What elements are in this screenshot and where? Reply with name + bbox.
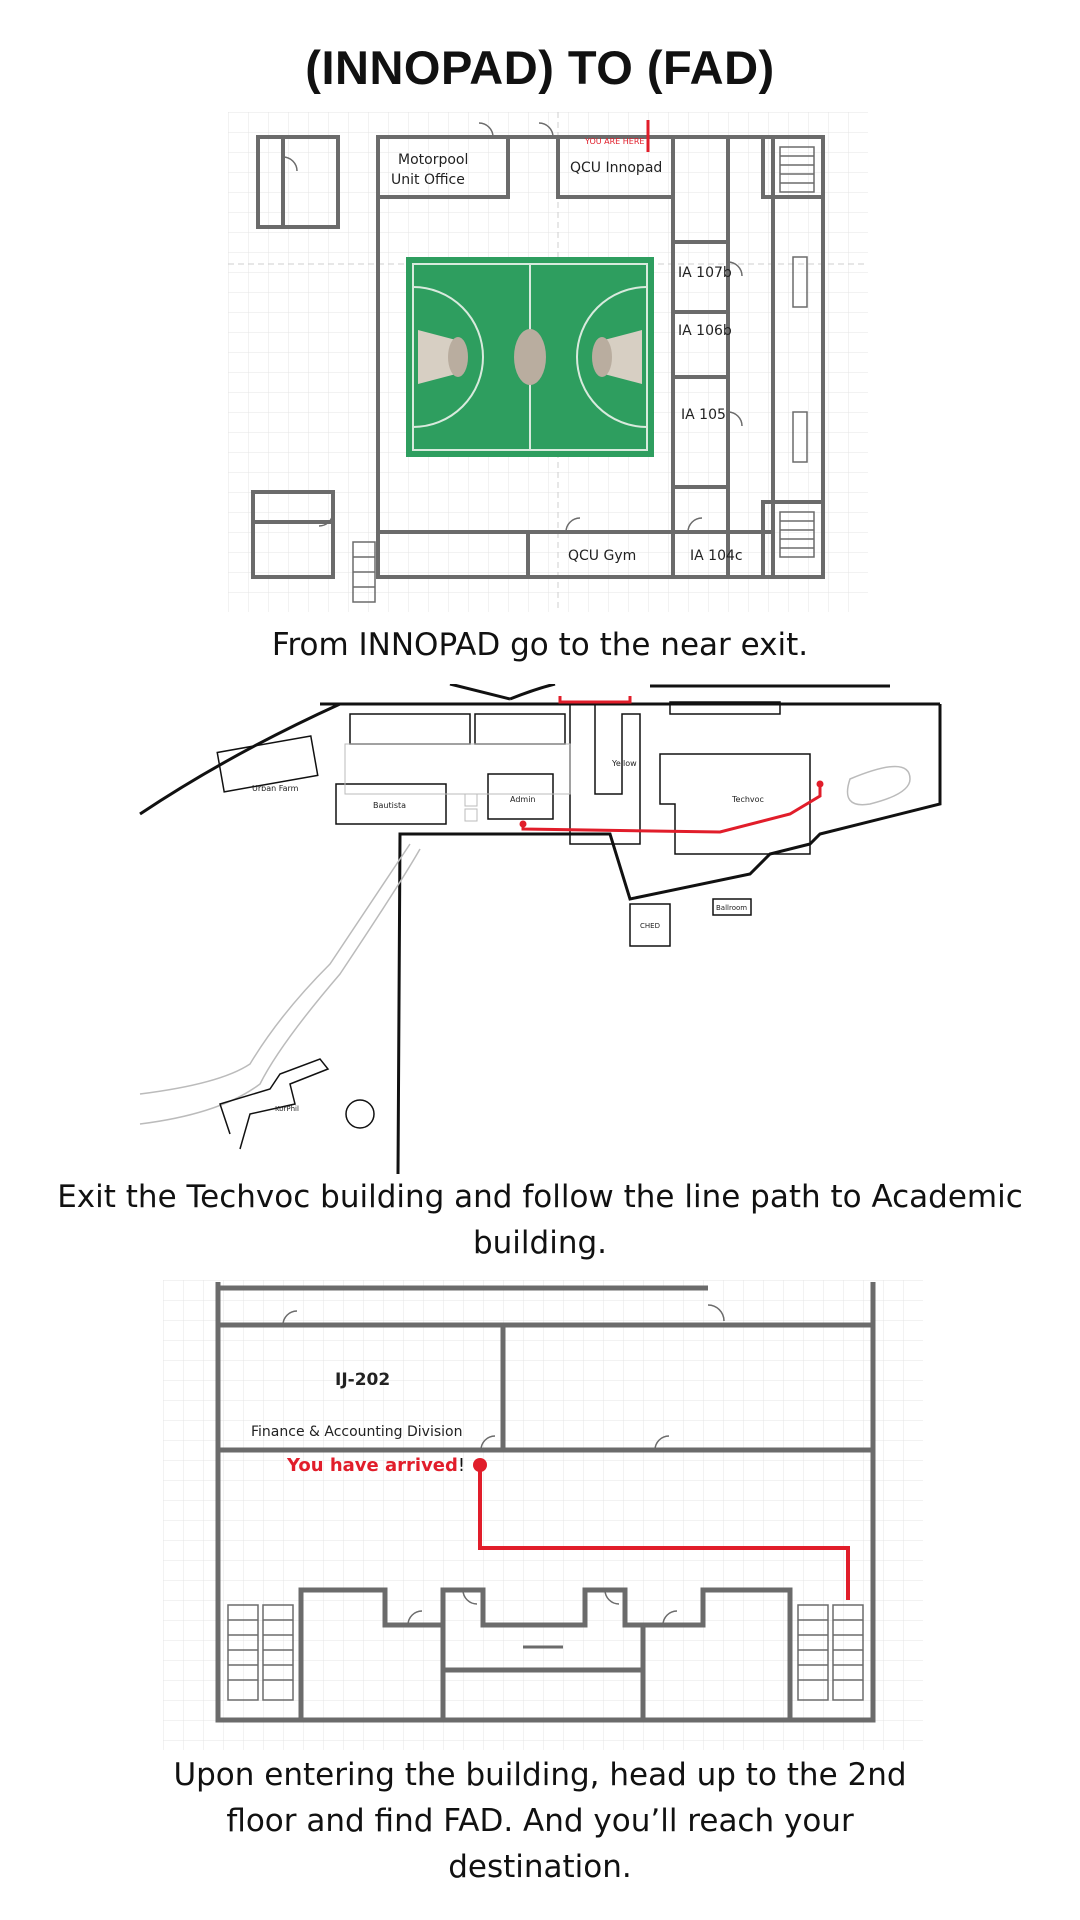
room-name-fad: Finance & Accounting Division: [251, 1424, 462, 1440]
academic-2nd-floor-plan: IJ-202 Finance & Accounting Division You…: [163, 1280, 923, 1750]
arrived-mark: !: [458, 1455, 465, 1476]
building-admin: Admin: [510, 795, 536, 804]
arrived-text: You have arrived: [286, 1455, 458, 1476]
you-are-here-label: YOU ARE HERE: [584, 137, 644, 146]
building-techvoc: Techvoc: [731, 795, 764, 804]
campus-map: Urban Farm Bautista Admin Yellow Techvoc…: [139, 684, 942, 1174]
page-title: (INNOPAD) TO (FAD): [305, 41, 775, 94]
innopad-floor-plan: YOU ARE HERE Motorpool Unit Office QCU I…: [228, 112, 868, 612]
building-bautista: Bautista: [373, 801, 406, 810]
room-motorpool-line2: Unit Office: [391, 172, 465, 188]
building-urban-farm: Urban Farm: [252, 784, 299, 793]
step2-caption: Exit the Techvoc building and follow the…: [57, 1179, 1023, 1261]
room-ia106b: IA 106b: [678, 323, 732, 339]
building-korphil: KorPhil: [275, 1105, 299, 1113]
building-yellow: Yellow: [611, 759, 637, 768]
room-code: IJ-202: [335, 1370, 390, 1390]
arrived-label: You have arrived!: [286, 1455, 465, 1476]
room-ia107b: IA 107b: [678, 265, 732, 281]
room-motorpool-line1: Motorpool: [398, 152, 468, 168]
step3-caption: Upon entering the building, head up to t…: [173, 1757, 907, 1885]
room-ia105: IA 105: [681, 407, 726, 423]
room-qcu-gym: QCU Gym: [568, 548, 636, 564]
room-innopad: QCU Innopad: [570, 160, 662, 176]
destination-marker: [473, 1458, 487, 1472]
room-ia104c: IA 104c: [690, 548, 743, 564]
building-ched: CHED: [640, 922, 660, 930]
step1-caption: From INNOPAD go to the near exit.: [271, 627, 809, 663]
building-ballroom: Ballroom: [716, 904, 747, 912]
